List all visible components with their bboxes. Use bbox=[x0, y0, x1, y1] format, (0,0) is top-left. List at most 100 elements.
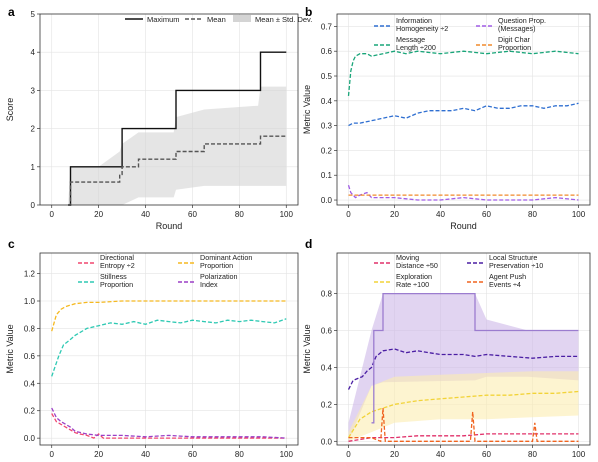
legend-label: Length ÷200 bbox=[396, 43, 436, 52]
x-tick-label: 0 bbox=[346, 450, 351, 459]
series-line-a-1 bbox=[68, 135, 287, 206]
legend-a: Maximum Mean Mean ± Std. Dev. bbox=[125, 15, 312, 24]
x-axis-label: Round bbox=[156, 221, 183, 231]
panel-letter-d: d bbox=[305, 237, 312, 251]
plot-frame-a bbox=[39, 13, 299, 206]
y-tick-label: 0.2 bbox=[321, 146, 333, 155]
panel-letter-c: c bbox=[8, 237, 15, 251]
legend-label: Events ÷4 bbox=[489, 280, 521, 289]
series-line-b-1 bbox=[347, 50, 579, 96]
x-tick-label: 0 bbox=[50, 450, 55, 459]
legend-label: Index bbox=[200, 280, 218, 289]
std-band-a-0 bbox=[68, 86, 287, 205]
legend-label: Polarization bbox=[200, 272, 238, 281]
y-tick-label: 0.1 bbox=[321, 171, 333, 180]
x-tick-label: 80 bbox=[528, 210, 537, 219]
x-tick-label: 100 bbox=[280, 210, 294, 219]
y-tick-label: 0.6 bbox=[24, 352, 36, 361]
series-line-c-1 bbox=[51, 318, 287, 377]
legend-label: Proportion bbox=[200, 261, 233, 270]
y-tick-label: 1.0 bbox=[24, 297, 36, 306]
series-line-d-2 bbox=[347, 390, 579, 438]
x-axis-label: Round bbox=[450, 221, 477, 231]
legend-label: Message bbox=[396, 35, 425, 44]
legend-label: Distance ÷50 bbox=[396, 261, 438, 270]
series-line-b-0 bbox=[348, 102, 579, 127]
legend-label: Exploration bbox=[396, 272, 432, 281]
y-tick-label: 0.8 bbox=[24, 324, 36, 333]
y-tick-label: 0.8 bbox=[321, 290, 333, 299]
y-tick-label: 0.4 bbox=[321, 363, 333, 372]
legend-label: Dominant Action bbox=[200, 253, 252, 262]
legend-label: Mean ± Std. Dev. bbox=[255, 15, 312, 24]
legend-label: Digit Char bbox=[498, 35, 531, 44]
legend-label: Stillness bbox=[100, 272, 127, 281]
y-tick-label: 5 bbox=[31, 10, 36, 19]
y-tick-label: 0.0 bbox=[24, 434, 36, 443]
x-tick-label: 0 bbox=[50, 210, 55, 219]
legend-label: Maximum bbox=[147, 15, 180, 24]
x-tick-label: 60 bbox=[188, 450, 197, 459]
legend-swatch bbox=[233, 15, 251, 22]
series-line-c-0 bbox=[51, 413, 287, 439]
legend-label: Directional bbox=[100, 253, 134, 262]
legend-label: Proportion bbox=[100, 280, 133, 289]
x-tick-label: 80 bbox=[528, 450, 537, 459]
y-tick-label: 2 bbox=[31, 125, 36, 134]
panel-b: 0 20 40 60 80 100 0.0 0.1 0.2 0.3 0.4 0.5 0.6 0.7 Roun… bbox=[302, 5, 591, 231]
x-tick-label: 40 bbox=[436, 210, 445, 219]
y-axis-label: Score bbox=[5, 98, 15, 122]
plot-frame-c bbox=[39, 252, 299, 446]
y-axis-label: Metric Value bbox=[302, 324, 312, 373]
x-tick-label: 20 bbox=[390, 210, 399, 219]
legend-label: Preservation ÷10 bbox=[489, 261, 543, 270]
x-tick-label: 20 bbox=[390, 450, 399, 459]
legend-label: (Messages) bbox=[498, 24, 536, 33]
x-tick-label: 40 bbox=[141, 210, 150, 219]
x-tick-label: 100 bbox=[572, 450, 586, 459]
x-tick-label: 40 bbox=[436, 450, 445, 459]
y-tick-label: 0.6 bbox=[321, 47, 333, 56]
plot-frame-d bbox=[336, 252, 591, 446]
legend-label: Entropy ÷2 bbox=[100, 261, 135, 270]
series-line-b-2 bbox=[347, 185, 579, 201]
y-axis-label: Metric Value bbox=[302, 85, 312, 134]
series-line-c-3 bbox=[51, 407, 287, 439]
x-tick-label: 40 bbox=[141, 450, 150, 459]
x-tick-label: 0 bbox=[346, 210, 351, 219]
legend-label: Agent Push bbox=[489, 272, 526, 281]
x-tick-label: 60 bbox=[482, 450, 491, 459]
y-tick-label: 4 bbox=[31, 48, 36, 57]
y-tick-label: 1 bbox=[31, 163, 36, 172]
y-tick-label: 0 bbox=[31, 201, 36, 210]
x-tick-label: 60 bbox=[482, 210, 491, 219]
y-tick-label: 0.7 bbox=[321, 22, 333, 31]
y-tick-label: 0.4 bbox=[24, 379, 36, 388]
y-axis-label: Metric Value bbox=[5, 324, 15, 373]
legend-label: Homogeneity ÷2 bbox=[396, 24, 448, 33]
legend-label: Information bbox=[396, 16, 432, 25]
legend-label: Mean bbox=[207, 15, 226, 24]
series-line-a-0 bbox=[68, 51, 287, 206]
y-tick-label: 0.6 bbox=[321, 327, 333, 336]
std-band-d-1 bbox=[348, 371, 579, 442]
x-tick-label: 80 bbox=[235, 210, 244, 219]
legend-label: Moving bbox=[396, 253, 419, 262]
x-tick-label: 100 bbox=[572, 210, 586, 219]
series-line-d-1 bbox=[347, 348, 579, 390]
series-line-c-2 bbox=[51, 300, 287, 332]
legend-label: Question Prop. bbox=[498, 16, 546, 25]
panel-letter-a: a bbox=[8, 5, 15, 19]
y-tick-label: 0.3 bbox=[321, 122, 333, 131]
y-tick-label: 0.0 bbox=[321, 196, 333, 205]
y-tick-label: 1.2 bbox=[24, 270, 36, 279]
x-tick-label: 20 bbox=[94, 210, 103, 219]
legend-label: Proportion bbox=[498, 43, 531, 52]
x-tick-label: 20 bbox=[94, 450, 103, 459]
panel-c: 0204060801000.00.20.40.60.81.01.2RoundMe… bbox=[5, 237, 299, 462]
y-tick-label: 3 bbox=[31, 86, 36, 95]
